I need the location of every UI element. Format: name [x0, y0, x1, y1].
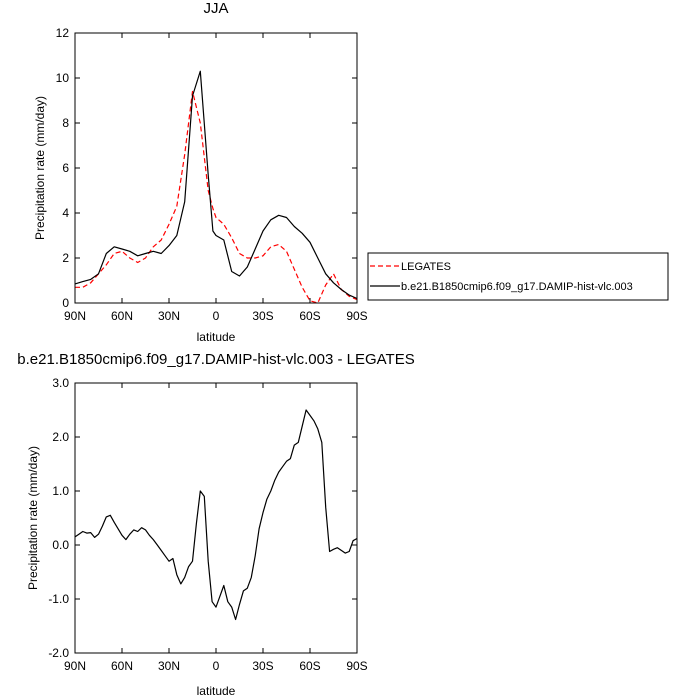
y-axis-label: Precipitation rate (mm/day): [33, 96, 47, 240]
chart-panel-top: JJA 90N 60N 30N 0 30S 60S 90S 0 2 4 6 8 10 12 latitu…: [33, 0, 669, 344]
y-tick-label: 0: [62, 296, 69, 310]
x-tick-label: 60S: [299, 309, 320, 323]
plot-frame: [74, 32, 358, 304]
x-tick-label: 60S: [299, 659, 320, 673]
legend-box: [367, 252, 669, 301]
y-axis-label: Precipitation rate (mm/day): [26, 446, 40, 590]
x-tick-label: 90S: [346, 309, 367, 323]
y-tick-label: -2.0: [48, 646, 69, 660]
x-tick-label: 90S: [346, 659, 367, 673]
x-tick-label: 30N: [158, 659, 180, 673]
y-axis: 0 2 4 6 8 10 12: [56, 26, 357, 310]
y-tick-label: 12: [56, 26, 70, 40]
legend: LEGATES b.e21.B1850cmip6.f09_g17.DAMIP-h…: [367, 252, 669, 301]
y-tick-label: 2.0: [52, 430, 69, 444]
y-tick-label: -1.0: [48, 592, 69, 606]
x-tick-label: 30S: [252, 309, 273, 323]
x-tick-label: 30N: [158, 309, 180, 323]
legend-label-model: b.e21.B1850cmip6.f09_g17.DAMIP-hist-vlc.…: [401, 281, 633, 293]
chart-panel-bottom: b.e21.B1850cmip6.f09_g17.DAMIP-hist-vlc.…: [17, 351, 414, 698]
y-tick-label: 1.0: [52, 484, 69, 498]
plot-lines: [74, 409, 358, 621]
series-line-difference: [74, 409, 358, 621]
y-tick-label: 2: [62, 251, 69, 265]
x-tick-label: 30S: [252, 659, 273, 673]
y-tick-label: 4: [62, 206, 69, 220]
x-tick-label: 90N: [64, 309, 86, 323]
y-tick-label: 10: [56, 71, 70, 85]
y-axis: -2.0 -1.0 0.0 1.0 2.0 3.0: [48, 376, 357, 660]
x-axis-label: latitude: [197, 330, 236, 344]
x-tick-label: 60N: [111, 659, 133, 673]
series-line-legates: [75, 90, 358, 304]
x-tick-label: 0: [213, 659, 220, 673]
y-tick-label: 8: [62, 116, 69, 130]
y-tick-label: 6: [62, 161, 69, 175]
y-tick-label: 3.0: [52, 376, 69, 390]
x-tick-label: 90N: [64, 659, 86, 673]
y-tick-label: 0.0: [52, 538, 69, 552]
legend-label-legates: LEGATES: [401, 261, 451, 273]
plot-lines: [74, 70, 358, 304]
x-tick-label: 60N: [111, 309, 133, 323]
x-axis: 90N 60N 30N 0 30S 60S 90S: [64, 383, 368, 673]
x-axis-label: latitude: [197, 684, 236, 698]
chart-title: JJA: [203, 0, 228, 17]
chart-title: b.e21.B1850cmip6.f09_g17.DAMIP-hist-vlc.…: [17, 351, 414, 368]
x-tick-label: 0: [213, 309, 220, 323]
series-line-model: [74, 70, 358, 300]
x-axis: 90N 60N 30N 0 30S 60S 90S: [64, 33, 368, 323]
